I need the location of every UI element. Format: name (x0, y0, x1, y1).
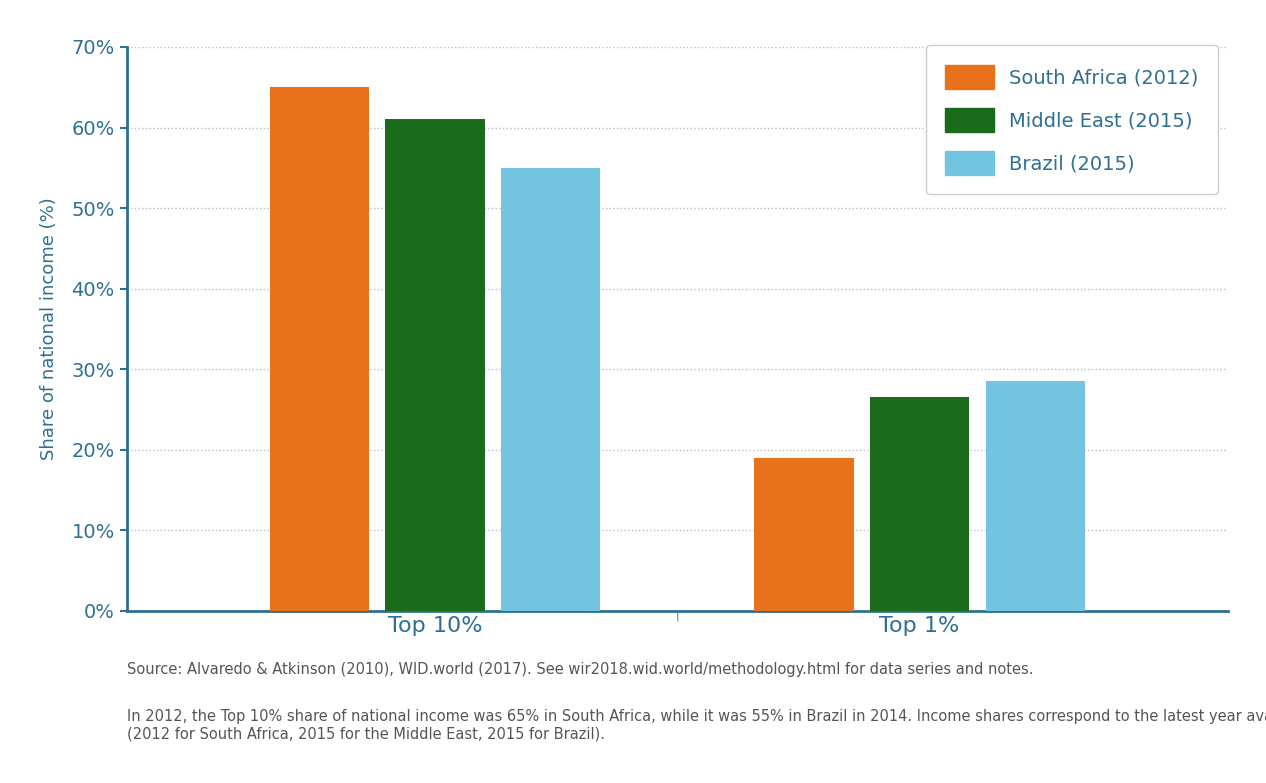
Text: Source: Alvaredo & Atkinson (2010), WID.world (2017). See wir2018.wid.world/meth: Source: Alvaredo & Atkinson (2010), WID.… (127, 662, 1033, 677)
Bar (870, 397, 970, 611)
Legend: South Africa (2012), Middle East (2015), Brazil (2015): South Africa (2012), Middle East (2015),… (925, 45, 1218, 194)
Bar (270, 87, 368, 611)
Bar (986, 381, 1085, 611)
Bar (385, 120, 485, 611)
Y-axis label: Share of national income (%): Share of national income (%) (39, 197, 57, 460)
Bar (501, 168, 600, 611)
Text: |: | (676, 611, 679, 621)
Text: In 2012, the Top 10% share of national income was 65% in South Africa, while it : In 2012, the Top 10% share of national i… (127, 709, 1266, 741)
Bar (755, 458, 853, 611)
